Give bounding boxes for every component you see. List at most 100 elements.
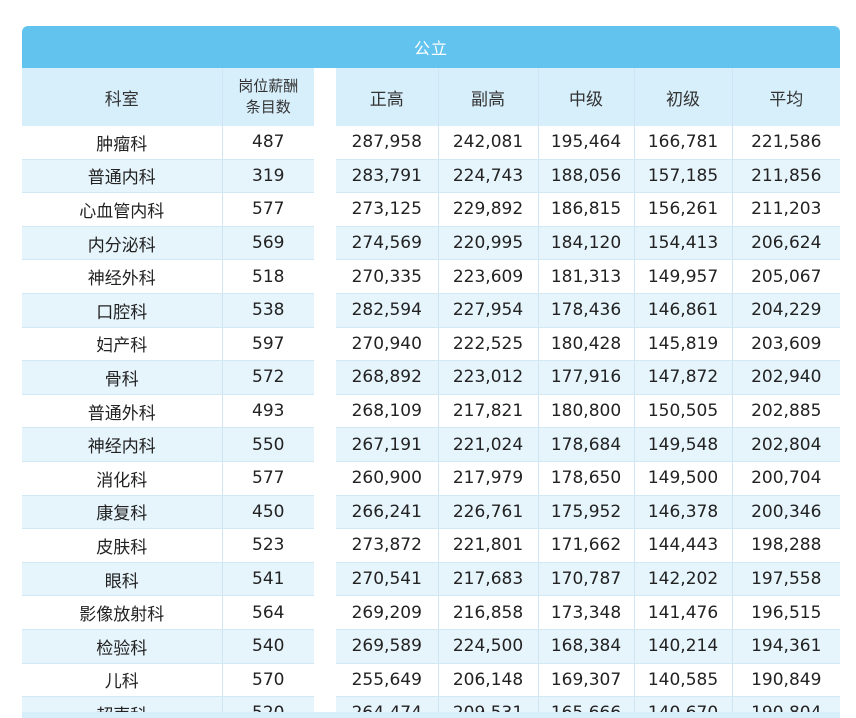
cell-deputy: 224,500 [437,629,538,664]
cell-count: 450 [221,495,314,530]
column-gap [314,427,336,462]
cell-count: 538 [221,293,314,328]
cell-deputy: 223,609 [437,259,538,294]
cell-junior: 145,819 [633,327,732,362]
cell-senior: 268,109 [336,394,438,429]
column-gap [314,595,336,630]
cell-avg: 202,885 [731,394,840,429]
table-row: 骨科 572 268,892 223,012 177,916 147,872 202,940 [22,360,840,395]
column-gap [314,159,336,193]
cell-mid: 178,684 [537,427,634,462]
cell-mid: 184,120 [537,226,634,261]
header-deputy: 副高 [437,68,538,126]
cell-senior: 282,594 [336,293,438,328]
cell-avg: 200,704 [731,461,840,496]
cell-count: 572 [221,360,314,395]
cell-deputy: 221,801 [437,528,538,563]
cell-avg: 202,940 [731,360,840,395]
table-row: 肿瘤科 487 287,958 242,081 195,464 166,781 221,58… [22,126,840,160]
cell-deputy: 224,743 [437,159,538,194]
header-count-line2: 条目数 [245,98,291,116]
cell-senior: 269,209 [336,595,438,630]
cell-mid: 175,952 [537,495,634,530]
cell-avg: 197,558 [731,562,840,597]
cell-dept: 眼科 [22,562,222,597]
cell-count: 487 [221,126,314,160]
column-gap [314,562,336,596]
cell-senior: 260,900 [336,461,438,496]
cell-avg: 196,515 [731,595,840,630]
cell-senior: 273,125 [336,192,438,227]
table-row: 口腔科 538 282,594 227,954 178,436 146,861 204,22… [22,293,840,328]
cell-junior: 149,957 [633,259,732,294]
cell-mid: 178,650 [537,461,634,496]
cell-junior: 140,585 [633,663,732,698]
cell-count: 577 [221,192,314,227]
column-gap [314,461,336,496]
table-row: 神经内科 550 267,191 221,024 178,684 149,548 202,8… [22,427,840,462]
cell-mid: 178,436 [537,293,634,328]
table-row: 影像放射科 564 269,209 216,858 173,348 141,476 196,… [22,595,840,630]
cell-mid: 186,815 [537,192,634,227]
cell-dept: 妇产科 [22,327,222,362]
cell-deputy: 216,858 [437,595,538,630]
column-gap [314,259,336,294]
column-gap [314,68,336,126]
table-row: 心血管内科 577 273,125 229,892 186,815 156,261 211,… [22,192,840,227]
cell-deputy: 226,761 [437,495,538,530]
column-gap [314,394,336,428]
cell-deputy: 220,995 [437,226,538,261]
header-row: 科室 岗位薪酬 条目数 正高 副高 中级 初级 平均 [22,68,840,126]
column-gap [314,528,336,563]
cell-count: 550 [221,427,314,462]
cell-mid: 177,916 [537,360,634,395]
cell-mid: 173,348 [537,595,634,630]
cell-deputy: 217,979 [437,461,538,496]
table-row: 眼科 541 270,541 217,683 170,787 142,202 197,558 [22,562,840,597]
cell-junior: 141,476 [633,595,732,630]
column-gap [314,327,336,361]
cell-dept: 影像放射科 [22,595,222,630]
cell-avg: 190,849 [731,663,840,698]
cell-avg: 204,229 [731,293,840,328]
cell-dept: 检验科 [22,629,222,664]
cell-mid: 195,464 [537,126,634,160]
cell-count: 570 [221,663,314,698]
cell-avg: 194,361 [731,629,840,664]
cell-dept: 普通内科 [22,159,222,194]
cell-avg: 200,346 [731,495,840,530]
table-row: 内分泌科 569 274,569 220,995 184,120 154,413 206,6… [22,226,840,261]
cell-avg: 211,203 [731,192,840,227]
cell-deputy: 223,012 [437,360,538,395]
header-count-line1: 岗位薪酬 [238,77,299,95]
cell-deputy: 221,024 [437,427,538,462]
cell-senior: 269,589 [336,629,438,664]
cell-dept: 内分泌科 [22,226,222,261]
column-gap [314,293,336,328]
table-row: 消化科 577 260,900 217,979 178,650 149,500 200,70… [22,461,840,496]
header-dept: 科室 [22,68,222,126]
cell-count: 493 [221,394,314,429]
cell-dept: 康复科 [22,495,222,530]
table-row: 神经外科 518 270,335 223,609 181,313 149,957 205,0… [22,259,840,294]
cell-deputy: 217,821 [437,394,538,429]
column-gap [314,126,336,160]
cell-dept: 心血管内科 [22,192,222,227]
table-row: 儿科 570 255,649 206,148 169,307 140,585 190,849 [22,663,840,698]
cell-count: 597 [221,327,314,362]
column-gap [314,192,336,227]
table-row: 妇产科 597 270,940 222,525 180,428 145,819 203,60… [22,327,840,362]
cell-avg: 221,586 [731,126,840,160]
column-gap [314,226,336,260]
cell-senior: 287,958 [336,126,438,160]
cell-count: 569 [221,226,314,261]
cell-junior: 149,548 [633,427,732,462]
cell-deputy: 242,081 [437,126,538,160]
column-gap [314,663,336,697]
cell-count: 564 [221,595,314,630]
header-senior: 正高 [336,68,438,126]
cell-mid: 180,428 [537,327,634,362]
cell-dept: 皮肤科 [22,528,222,563]
cell-dept: 消化科 [22,461,222,496]
cell-avg: 203,609 [731,327,840,362]
